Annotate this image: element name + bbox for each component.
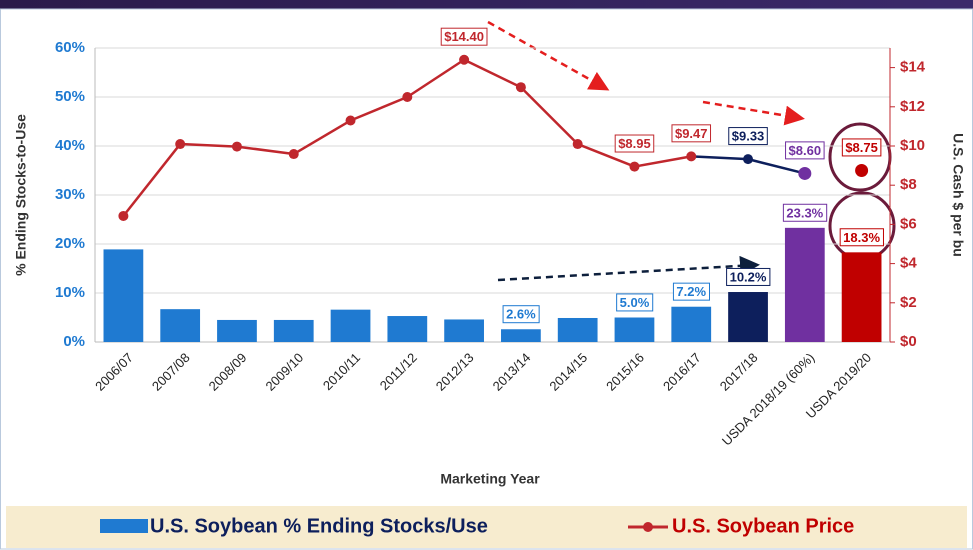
line-segment [293, 119, 352, 156]
data-label: 2.6% [506, 307, 536, 322]
legend-marker [643, 522, 653, 532]
data-label-box [672, 282, 711, 301]
legend-label: U.S. Soybean Price [672, 515, 854, 537]
data-label-box [728, 127, 768, 146]
data-label-box [841, 138, 882, 157]
line-segment [577, 142, 635, 168]
arrow [487, 20, 610, 91]
y-axis-title: % Ending Stocks-to-Use [13, 114, 29, 276]
bar [103, 249, 144, 342]
line-segment [747, 157, 806, 175]
top-bar [0, 0, 973, 9]
bar [841, 252, 882, 342]
bar [160, 309, 201, 342]
data-label-box [614, 134, 655, 153]
data-label: $8.60 [789, 143, 822, 158]
line-point [572, 139, 583, 150]
data-label-box [616, 293, 654, 312]
y-tick-label: 60% [55, 39, 85, 56]
line-point [459, 54, 470, 65]
line-segment [122, 143, 182, 217]
y2-tick-label: $4 [900, 255, 917, 272]
data-label: 7.2% [676, 284, 706, 299]
line-point [686, 151, 697, 162]
bar [217, 319, 257, 342]
bar [557, 317, 598, 342]
y2-tick-label: $2 [900, 294, 917, 311]
data-label: $9.33 [732, 129, 765, 144]
y-tick-label: 40% [55, 137, 85, 154]
data-label: $8.95 [618, 136, 651, 151]
bar [444, 319, 484, 342]
data-label: 18.3% [843, 230, 880, 245]
line-point [118, 210, 129, 221]
line-segment [520, 86, 579, 145]
legend-label: U.S. Soybean % Ending Stocks/Use [150, 515, 488, 537]
y2-tick-label: $0 [900, 333, 917, 350]
line-segment [463, 58, 522, 89]
bar [784, 227, 825, 342]
arrow [702, 100, 805, 126]
line-point [798, 166, 812, 180]
line-point [402, 92, 413, 102]
line-point [515, 82, 526, 93]
data-label-box [726, 267, 771, 286]
y2-tick-label: $12 [900, 98, 925, 115]
data-label-box [785, 141, 825, 160]
data-label: $9.47 [675, 126, 708, 141]
line-point [175, 139, 186, 150]
y-tick-label: 50% [55, 88, 85, 105]
line-point [855, 164, 869, 177]
y-tick-label: 10% [55, 284, 85, 301]
y2-tick-label: $14 [900, 59, 926, 76]
data-label-box [502, 305, 540, 324]
line-segment [350, 95, 408, 122]
data-label: $8.75 [845, 140, 878, 155]
data-label-box [671, 124, 712, 143]
data-label-box [839, 228, 884, 247]
arrow [497, 255, 760, 282]
bar [501, 329, 541, 342]
bar [671, 306, 712, 342]
line-point [345, 115, 356, 126]
data-label-box [440, 27, 488, 46]
legend-bar [6, 506, 967, 548]
y2-tick-label: $8 [900, 176, 917, 193]
data-label-box [782, 203, 828, 222]
line-segment [180, 142, 238, 148]
line-point [288, 149, 299, 160]
bar [387, 316, 428, 342]
line-segment [691, 155, 749, 161]
line-point [231, 141, 242, 152]
y-tick-label: 0% [63, 333, 85, 350]
data-label: $14.40 [444, 29, 484, 44]
y-tick-label: 30% [55, 186, 85, 203]
bar [728, 292, 768, 342]
y-tick-label: 20% [55, 235, 85, 252]
line-point [743, 154, 754, 165]
y2-tick-label: $6 [900, 215, 917, 232]
line-segment [236, 145, 294, 156]
bar [330, 309, 371, 342]
legend-swatch [100, 519, 148, 533]
x-axis-title: Marketing Year [440, 471, 540, 487]
data-label: 23.3% [786, 205, 823, 220]
line-segment [634, 155, 692, 168]
bar [273, 319, 314, 342]
data-label: 10.2% [730, 269, 767, 284]
bar [614, 317, 655, 342]
y2-tick-label: $10 [900, 137, 925, 154]
line-point [629, 161, 640, 172]
data-label: 5.0% [620, 295, 650, 310]
line-segment [406, 58, 465, 99]
y2-axis-title: U.S. Cash $ per bu [950, 133, 966, 257]
